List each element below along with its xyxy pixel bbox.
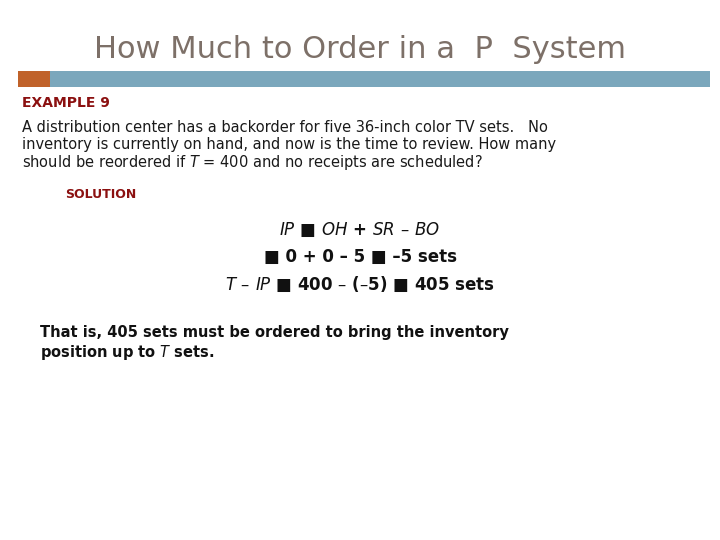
Text: SOLUTION: SOLUTION bbox=[65, 188, 136, 201]
Text: How Much to Order in a  P  System: How Much to Order in a P System bbox=[94, 36, 626, 64]
Text: $\mathit{T}$ – $\mathit{IP}$ ■ 400 – (–5) ■ 405 sets: $\mathit{T}$ – $\mathit{IP}$ ■ 400 – (–5… bbox=[225, 274, 495, 294]
Text: EXAMPLE 9: EXAMPLE 9 bbox=[22, 96, 110, 110]
Text: A distribution center has a backorder for five 36-inch color TV sets.   No: A distribution center has a backorder fo… bbox=[22, 119, 548, 134]
Text: should be reordered if $T$ = 400 and no receipts are scheduled?: should be reordered if $T$ = 400 and no … bbox=[22, 153, 482, 172]
Text: ■ 0 + 0 – 5 ■ –5 sets: ■ 0 + 0 – 5 ■ –5 sets bbox=[264, 248, 456, 266]
Text: position up to $\mathit{T}$ sets.: position up to $\mathit{T}$ sets. bbox=[40, 342, 215, 361]
Text: That is, 405 sets must be ordered to bring the inventory: That is, 405 sets must be ordered to bri… bbox=[40, 325, 509, 340]
Text: inventory is currently on hand, and now is the time to review. How many: inventory is currently on hand, and now … bbox=[22, 138, 556, 152]
Text: $\mathit{IP}$ ■ $\mathit{OH}$ + $\mathit{SR}$ – $\mathit{BO}$: $\mathit{IP}$ ■ $\mathit{OH}$ + $\mathit… bbox=[279, 221, 441, 239]
